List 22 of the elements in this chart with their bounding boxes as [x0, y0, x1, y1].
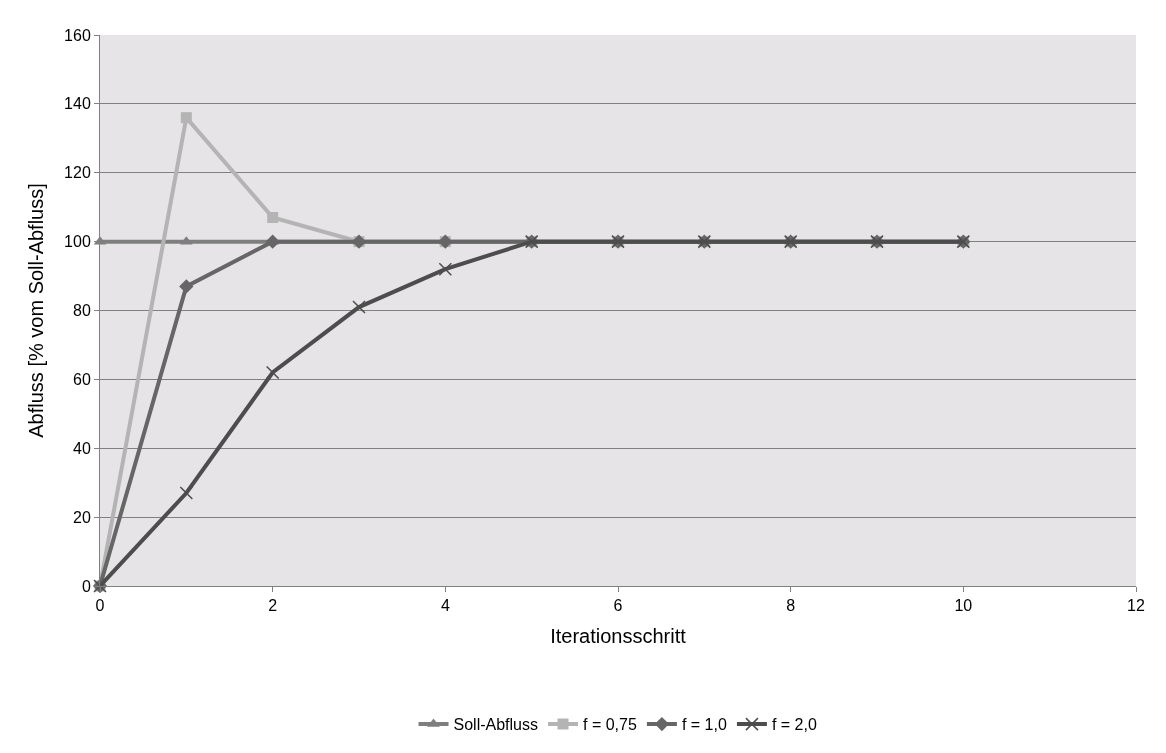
- y-tick-label: 20: [73, 508, 91, 526]
- y-tick-label: 120: [64, 164, 91, 182]
- x-tick-label: 8: [786, 597, 796, 615]
- y-axis-title: Abfluss [% vom Soll-Abfluss]: [24, 183, 47, 438]
- x-axis-title: Iterationsschritt: [550, 624, 687, 647]
- legend-label: f = 1,0: [681, 716, 727, 734]
- y-tick-label: 0: [81, 577, 91, 595]
- legend-label: f = 2,0: [771, 716, 817, 734]
- x-tick-label: 6: [613, 597, 623, 615]
- x-tick-label: 0: [95, 597, 105, 615]
- x-tick-label: 4: [440, 597, 450, 615]
- legend-label: f = 0,75: [582, 716, 637, 734]
- x-tick-label: 12: [1127, 597, 1145, 615]
- y-tick-label: 100: [64, 233, 91, 251]
- y-tick-label: 160: [64, 26, 91, 44]
- legend-label: Soll-Abfluss: [453, 716, 538, 734]
- y-tick-label: 80: [73, 302, 91, 320]
- y-tick-label: 60: [73, 370, 91, 388]
- y-tick-label: 40: [73, 439, 91, 457]
- y-tick-label: 140: [64, 95, 91, 113]
- x-tick-label: 2: [268, 597, 278, 615]
- x-tick-label: 10: [954, 597, 973, 615]
